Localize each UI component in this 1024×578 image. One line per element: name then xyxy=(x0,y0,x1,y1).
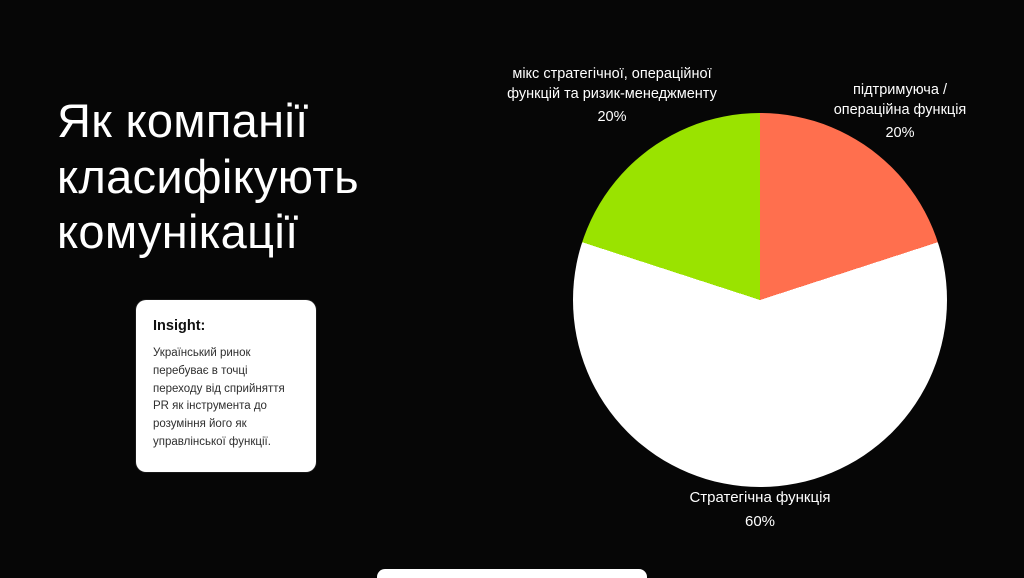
slide-title: Як компанії класифікують комунікації xyxy=(57,94,359,259)
insight-heading: Insight: xyxy=(153,318,206,334)
pie-label-support-percent: 20% xyxy=(885,125,915,141)
insight-card: Insight: Український ринок перебуває в т… xyxy=(136,300,316,472)
pie-label-mix-percent: 20% xyxy=(597,109,627,125)
pie-chart xyxy=(573,113,947,487)
pie-label-mix: мікс стратегічної, операційної функцій т… xyxy=(503,64,721,127)
pie-label-mix-text: мікс стратегічної, операційної функцій т… xyxy=(507,66,717,102)
pie-label-strategic-text: Стратегічна функція xyxy=(689,489,831,506)
pie-label-strategic: Стратегічна функція 60% xyxy=(652,488,868,532)
pie-label-support-text: підтримуюча / операційна функція xyxy=(833,82,967,118)
pie-label-support: підтримуюча / операційна функція 20% xyxy=(824,80,976,143)
pie-label-strategic-percent: 60% xyxy=(744,512,776,530)
insight-body: Український ринок перебуває в точці пере… xyxy=(153,347,285,449)
footer-bar xyxy=(377,569,647,578)
